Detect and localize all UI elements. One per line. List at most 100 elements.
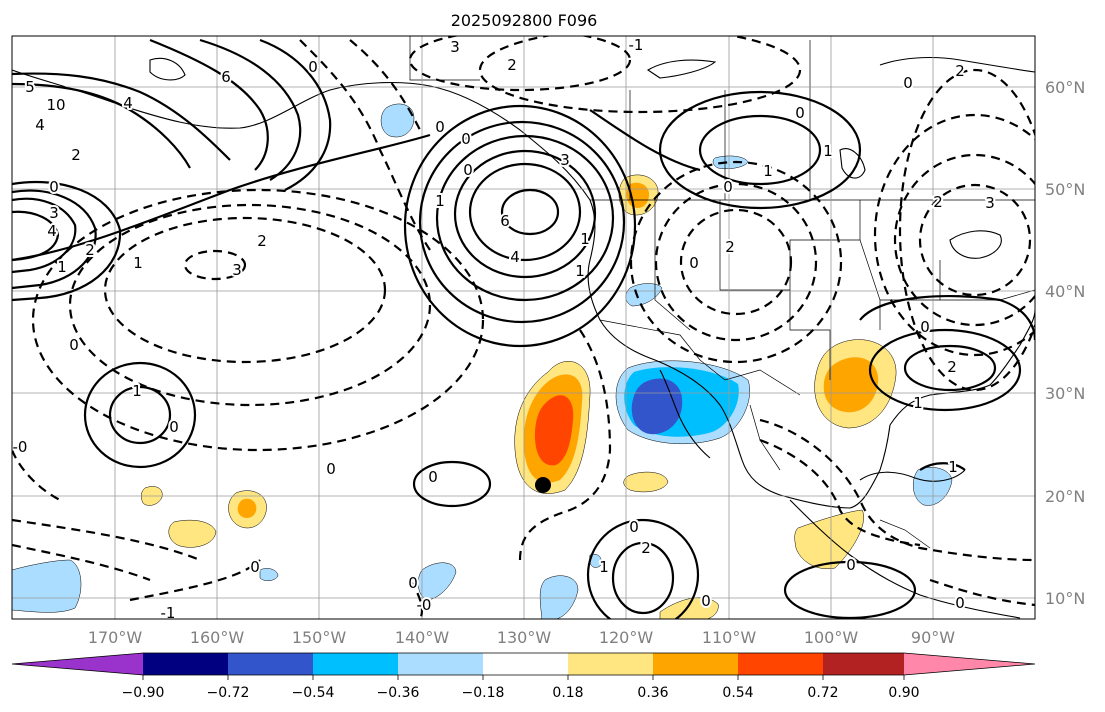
colorbar-segment [228, 653, 314, 675]
negative-anomaly-region [712, 155, 749, 169]
lon-label: 130°W [497, 628, 552, 647]
contour-label: 0 [250, 558, 260, 576]
positive-anomaly-region [659, 597, 719, 619]
contour-label: 2 [85, 241, 95, 259]
lon-label: 150°W [292, 628, 347, 647]
latitude-labels: 60°N 50°N 40°N 30°N 20°N 10°N [1045, 78, 1085, 608]
contour-label: 3 [560, 151, 570, 169]
contour-label: -1 [629, 36, 644, 54]
contour-label: 0 [463, 161, 473, 179]
colorbar-ticks [142, 675, 905, 680]
contour-label: 1 [763, 162, 773, 180]
colorbar-tick-label: −0.18 [462, 685, 505, 701]
colorbar-segment [823, 653, 905, 675]
lat-label: 20°N [1045, 487, 1085, 506]
contour-label: 0 [689, 254, 699, 272]
contour-label: 0 [69, 336, 79, 354]
contour-label: 0 [169, 418, 179, 436]
positive-anomaly-region [794, 509, 864, 570]
map-panel: 3 -1 2 6 0 4 5 10 4 2 0 3 4 2 1 3 2 1 0 … [12, 36, 1035, 622]
contour-labels: 3 -1 2 6 0 4 5 10 4 2 0 3 4 2 1 3 2 1 0 … [12, 36, 997, 622]
contour-label: 2 [933, 193, 943, 211]
coastlines [12, 57, 1035, 619]
negative-anomaly-region [259, 568, 279, 581]
colorbar-segment [483, 653, 569, 675]
chart-title: 2025092800 F096 [451, 11, 598, 30]
contour-label: 0 [629, 518, 639, 536]
colorbar-tick-label: −0.72 [207, 685, 250, 701]
colorbar-segment [653, 653, 739, 675]
negative-anomaly-region [380, 103, 415, 138]
contour-label: 1 [580, 230, 590, 248]
positive-anomaly-region [534, 395, 574, 466]
contour-label: 1 [57, 258, 67, 276]
contour-label: 2 [257, 232, 267, 250]
lat-label: 40°N [1045, 282, 1085, 301]
colorbar-tick-label: 0.72 [807, 685, 838, 701]
contour-label: 1 [823, 142, 833, 160]
contour-label: 0 [701, 592, 711, 610]
contour-label: 3 [49, 204, 59, 222]
contour-label: 0 [461, 130, 471, 148]
contour-label: 10 [46, 96, 65, 114]
colorbar-tick-label: −0.54 [292, 685, 335, 701]
positive-anomaly-region [237, 498, 257, 519]
lon-label: 120°W [599, 628, 654, 647]
contour-label: 0 [49, 178, 59, 196]
colorbar-tick-label: 0.36 [637, 685, 668, 701]
colorbar-segment [398, 653, 484, 675]
contour-label: 1 [913, 394, 923, 412]
forecast-point-marker [535, 477, 551, 493]
colorbar-tick-label: 0.18 [552, 685, 583, 701]
contour-label: 6 [500, 212, 510, 230]
colorbar-segment [143, 653, 229, 675]
positive-anomaly-region [823, 357, 879, 413]
contour-label: -1 [161, 604, 176, 622]
contour-label: 1 [435, 192, 445, 210]
colorbar-segment [12, 653, 143, 675]
contour-label: 0 [846, 556, 856, 574]
lon-label: 100°W [804, 628, 859, 647]
longitude-labels: 170°W 160°W 150°W 140°W 130°W 120°W 110°… [88, 628, 955, 647]
negative-anomaly-region [417, 562, 457, 601]
contour-label: 6 [221, 68, 231, 86]
lon-label: 160°W [190, 628, 245, 647]
contour-label: 0 [428, 468, 438, 486]
contour-label: 2 [725, 238, 735, 256]
contour-label: 0 [795, 104, 805, 122]
colorbar-segment [738, 653, 824, 675]
colorbar-segment [313, 653, 399, 675]
contour-label: 4 [35, 116, 45, 134]
colorbar-tick-label: 0.54 [722, 685, 753, 701]
contour-label: 0 [920, 318, 930, 336]
contour-label: 3 [232, 261, 242, 279]
contour-label: 4 [123, 94, 133, 112]
lat-label: 50°N [1045, 180, 1085, 199]
positive-contours [12, 38, 1035, 619]
colorbar-segment [568, 653, 654, 675]
colorbar-segment [904, 653, 1035, 675]
contour-label: 0 [955, 594, 965, 612]
contour-label: -0 [417, 596, 432, 614]
contour-label: 1 [133, 254, 143, 272]
negative-anomaly-region [12, 559, 82, 613]
contour-label: 5 [25, 78, 35, 96]
positive-anomaly-region [623, 471, 669, 493]
lon-label: 170°W [88, 628, 143, 647]
contour-label: 0 [326, 460, 336, 478]
map-frame [11, 35, 1036, 620]
lon-label: 140°W [395, 628, 450, 647]
lat-label: 60°N [1045, 78, 1085, 97]
contour-label: 1 [948, 458, 958, 476]
lat-label: 30°N [1045, 384, 1085, 403]
contour-label: 1 [575, 262, 585, 280]
gridlines [12, 36, 1035, 619]
negative-contours [12, 36, 1035, 619]
contour-label: 2 [71, 146, 81, 164]
lat-label: 10°N [1045, 589, 1085, 608]
contour-label: 0 [723, 178, 733, 196]
contour-label: 0 [308, 58, 318, 76]
contour-label: 2 [947, 358, 957, 376]
contour-label: 3 [450, 38, 460, 56]
